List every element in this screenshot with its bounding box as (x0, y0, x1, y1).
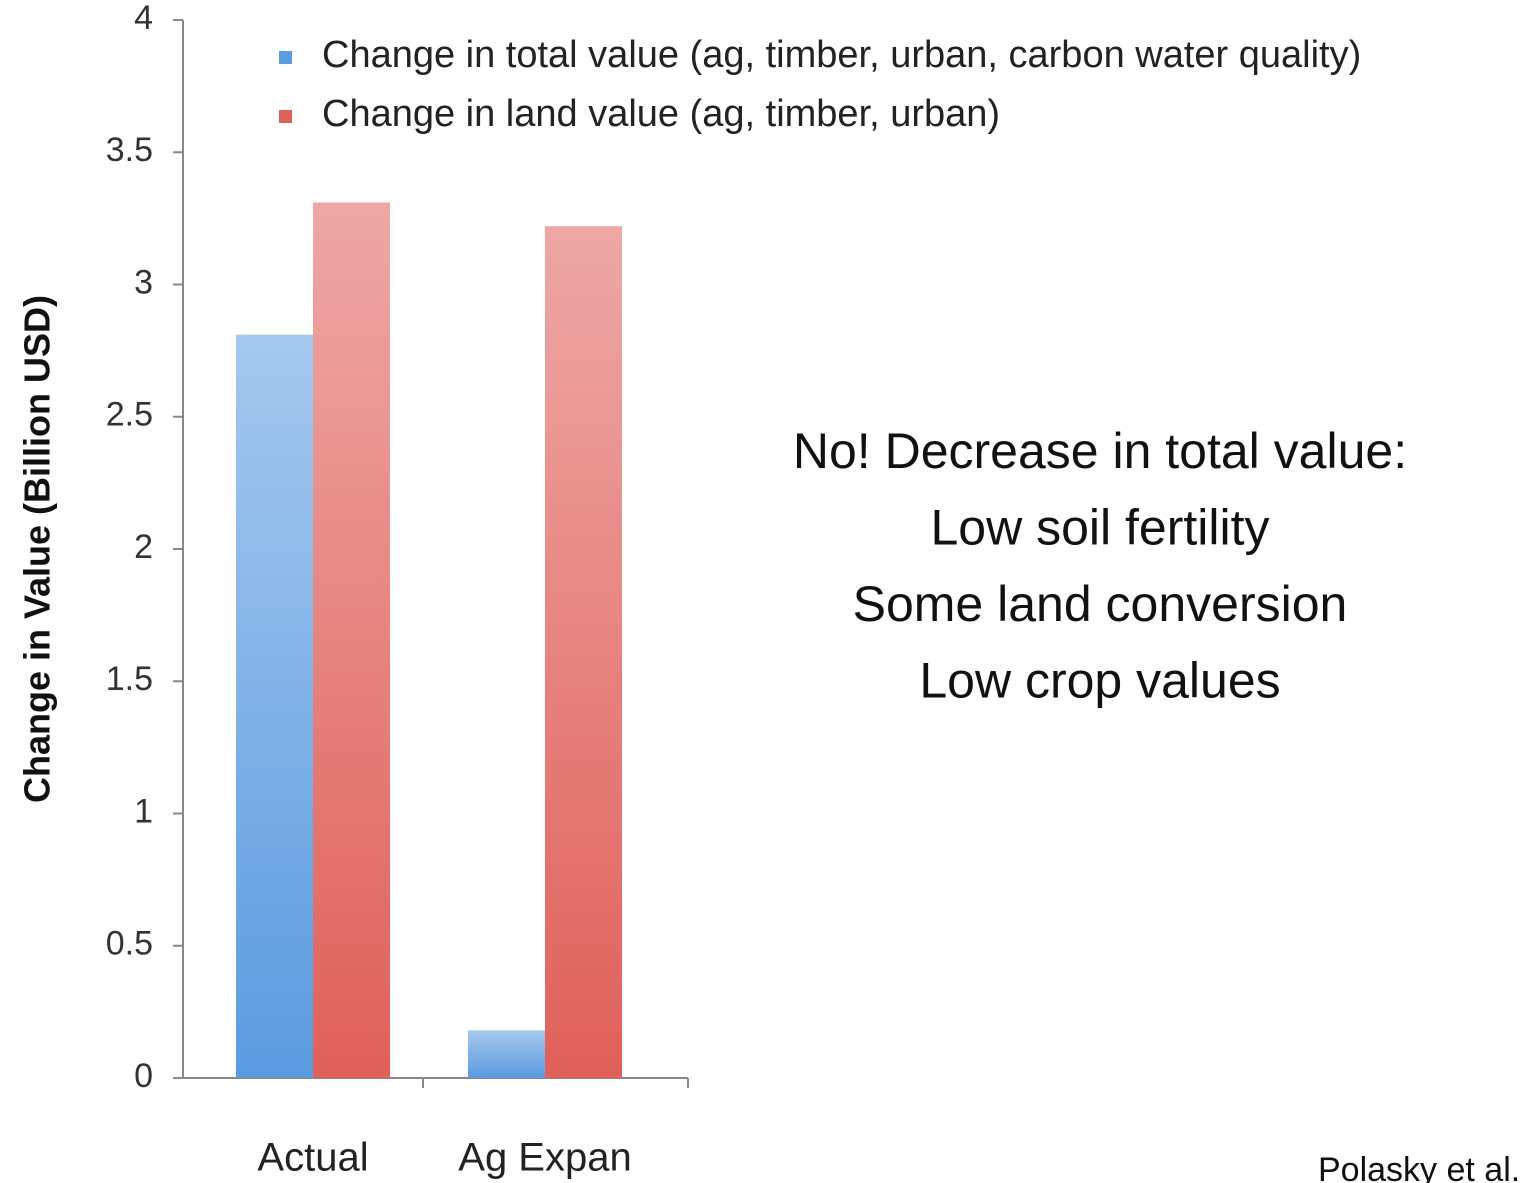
x-tick-label: Ag Expan (458, 1136, 631, 1180)
y-tick-label: 4 (134, 0, 153, 37)
y-tick-label: 3.5 (106, 131, 153, 169)
source: Polasky et al. (1318, 1151, 1520, 1183)
annotation: Low soil fertility (931, 500, 1270, 556)
legend-swatch (279, 51, 292, 64)
bar (313, 202, 390, 1078)
y-axis-label: Change in Value (Billion USD) (17, 295, 58, 803)
legend-swatch (279, 110, 292, 123)
bar (236, 334, 313, 1078)
y-tick-label: 2.5 (106, 396, 153, 434)
annotation: No! Decrease in total value: (793, 423, 1407, 479)
y-tick-label: 1 (134, 792, 153, 830)
y-tick-label: 1.5 (106, 660, 153, 698)
bar (468, 1030, 545, 1078)
y-tick-label: 2 (134, 528, 153, 566)
legend-label: Change in land value (ag, timber, urban) (322, 93, 1000, 135)
annotation: Low crop values (919, 653, 1280, 709)
legend-label: Change in total value (ag, timber, urban… (322, 34, 1361, 76)
y-tick-label: 0 (134, 1057, 153, 1095)
y-tick-label: 3 (134, 263, 153, 301)
bar (545, 226, 622, 1078)
annotation: Some land conversion (853, 576, 1348, 632)
y-tick-label: 0.5 (106, 925, 153, 963)
x-tick-label: Actual (257, 1136, 368, 1180)
